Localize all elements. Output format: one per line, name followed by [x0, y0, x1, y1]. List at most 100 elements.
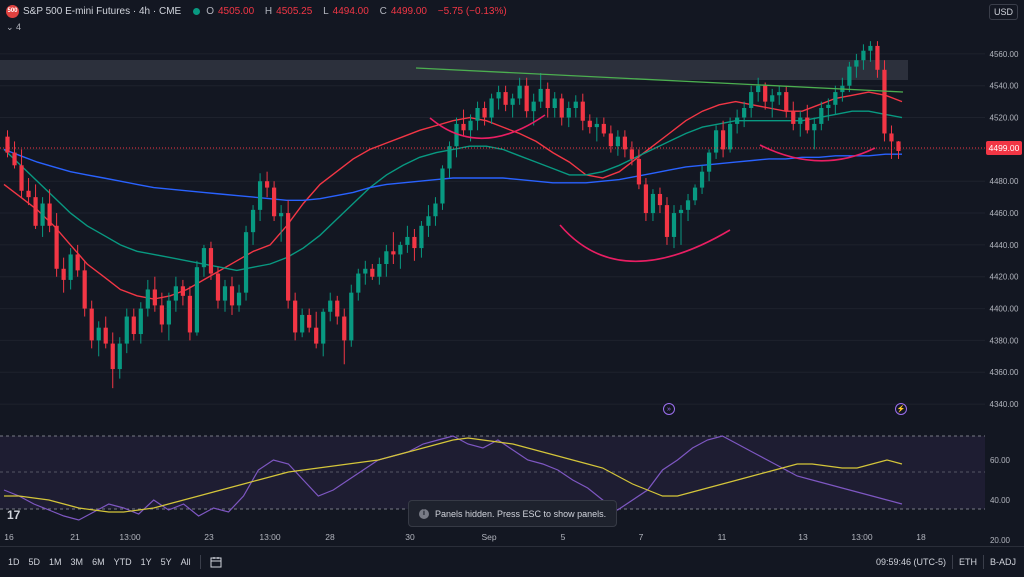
dividend-event-icon[interactable]: ⚡ [895, 403, 907, 415]
price-tick-label: 4400.00 [990, 305, 1019, 314]
candle-body [819, 108, 824, 124]
range-1y-button[interactable]: 1Y [140, 557, 152, 567]
candle-body [749, 92, 754, 108]
candle-body [643, 184, 649, 214]
rsi-line-rsi [3, 435, 903, 521]
candle-body [875, 45, 880, 70]
candle-body [496, 92, 501, 99]
currency-button[interactable]: USD [988, 4, 1018, 20]
range-1m-button[interactable]: 1M [49, 557, 62, 567]
price-axis[interactable]: 4560.004540.004520.004500.004480.004460.… [990, 50, 1019, 409]
candle-body [636, 158, 642, 185]
moving-averages [3, 91, 903, 300]
candle-body [692, 187, 698, 201]
candle-body [159, 305, 164, 325]
candle-body [728, 123, 733, 150]
candle-body [335, 300, 340, 317]
candle-body [96, 327, 101, 341]
bottom-toolbar: 1D 5D 1M 3M 6M YTD 1Y 5Y All 09:59:46 (U… [0, 546, 1024, 577]
candle-body [566, 108, 571, 118]
range-3m-button[interactable]: 3M [70, 557, 84, 567]
session-button[interactable]: ETH [958, 557, 977, 567]
clock[interactable]: 09:59:46 (UTC-5) [875, 557, 946, 567]
candle-body [812, 123, 817, 131]
rsi-axis[interactable]: 60.00 40.00 20.00 [990, 456, 1011, 545]
rsi-panel [0, 434, 985, 521]
candle-body [26, 190, 31, 198]
candle-body [587, 120, 592, 128]
adjustment-button[interactable]: B-ADJ [989, 557, 1016, 567]
info-icon: i [419, 508, 429, 519]
candle-body [5, 136, 10, 153]
panels-hidden-toast: i Panels hidden. Press ESC to show panel… [408, 500, 617, 527]
candle-body [454, 123, 459, 147]
price-tick-label: 4340.00 [990, 400, 1019, 409]
candle-body [573, 101, 578, 108]
price-tick-label: 4380.00 [990, 336, 1019, 345]
candle-body [363, 268, 368, 274]
price-tick-label: 4460.00 [990, 209, 1019, 218]
candle-body [664, 205, 670, 237]
candle-body [321, 311, 326, 344]
last-price-tag: 4499.00 [986, 141, 1022, 155]
symbol-logo-icon[interactable]: 500 [6, 4, 19, 18]
candle-body [685, 200, 691, 210]
candle-body [180, 286, 186, 296]
candle-body [510, 98, 515, 105]
range-5y-button[interactable]: 5Y [160, 557, 172, 567]
candle-body [559, 98, 564, 118]
candle-body [152, 289, 157, 306]
candle-body [896, 141, 901, 151]
candle-body [19, 165, 24, 191]
candle-body [391, 251, 396, 255]
candle-body [791, 111, 796, 124]
time-tick-label: 13:00 [259, 532, 281, 542]
moving-average-red [3, 91, 903, 300]
calendar-icon[interactable] [210, 556, 222, 568]
moving-average-blue [3, 148, 902, 202]
candle-body [861, 50, 866, 61]
close-value: 4499.00 [390, 5, 427, 17]
time-axis[interactable]: 16 21 13:00 23 13:00 28 30 Sep 5 7 11 13 13:00 18 [4, 532, 926, 542]
candle-body [706, 152, 712, 172]
candle-body [47, 203, 52, 226]
candle-body [279, 213, 284, 217]
price-tick-label: 4540.00 [990, 82, 1019, 91]
range-all-button[interactable]: All [180, 557, 191, 567]
candle-body [412, 236, 417, 249]
candle-body [594, 123, 599, 128]
range-1d-button[interactable]: 1D [8, 557, 20, 567]
candle-body [580, 101, 585, 121]
candle-body [433, 203, 438, 217]
candle-body [756, 85, 761, 93]
high-value: 4505.25 [276, 5, 313, 17]
time-tick-label: 5 [561, 532, 566, 542]
price-tick-label: 4420.00 [990, 273, 1019, 282]
tradingview-logo-icon[interactable]: 17 [7, 508, 21, 522]
candle-body [629, 149, 635, 159]
candle-body [307, 314, 312, 328]
symbol-title[interactable]: S&P 500 E-mini Futures · 4h · CME [23, 5, 182, 17]
candle-body [12, 152, 17, 166]
range-5d-button[interactable]: 5D [28, 557, 41, 567]
candle-body [187, 295, 193, 333]
candle-body [854, 60, 859, 67]
time-tick-label: 13:00 [851, 532, 873, 542]
candle-body [763, 85, 768, 102]
candle-body [531, 101, 536, 112]
low-label: L [323, 5, 329, 17]
arc-drawing-3 [759, 144, 876, 162]
ohlc-values: O 4505.00 H 4505.25 L 4494.00 C 4499.00 −5.7… [206, 6, 511, 17]
earnings-event-icon[interactable]: » [663, 403, 675, 415]
candle-body [314, 327, 319, 344]
range-ytd-button[interactable]: YTD [113, 557, 132, 567]
open-label: O [206, 5, 214, 17]
candle-body [138, 308, 143, 335]
time-tick-label: 11 [718, 532, 727, 542]
indicators-toggle[interactable]: ⌄ 4 [6, 22, 22, 32]
price-tick-label: 4560.00 [990, 50, 1019, 59]
range-6m-button[interactable]: 6M [92, 557, 105, 567]
candle-body [328, 300, 333, 312]
candle-body [489, 98, 494, 118]
